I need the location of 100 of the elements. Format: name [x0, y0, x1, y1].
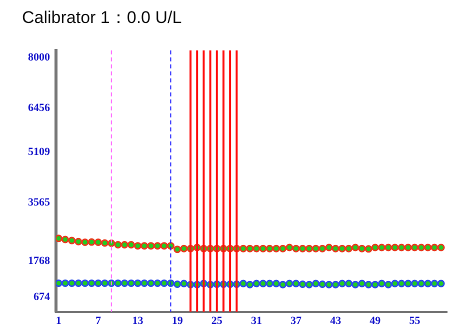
point — [398, 244, 406, 252]
point — [101, 279, 109, 287]
point — [120, 241, 128, 249]
point — [418, 280, 426, 288]
point — [437, 280, 445, 288]
point — [81, 279, 89, 287]
point — [378, 244, 386, 252]
point — [298, 244, 306, 252]
point — [384, 244, 392, 252]
point — [120, 279, 128, 287]
point — [312, 280, 320, 288]
x-tick-label: 1 — [56, 315, 62, 328]
point — [305, 280, 313, 288]
point — [279, 280, 287, 288]
point — [345, 244, 353, 252]
point — [404, 280, 412, 288]
point — [292, 280, 300, 288]
x-tick-label: 7 — [95, 315, 102, 328]
point — [371, 244, 379, 252]
point — [298, 280, 306, 288]
point — [424, 244, 432, 252]
point — [174, 280, 182, 288]
point — [286, 244, 294, 252]
x-tick-label: 31 — [250, 315, 262, 328]
x-tick-label: 43 — [330, 315, 342, 328]
point — [391, 244, 399, 252]
x-tick-label: 49 — [370, 315, 382, 328]
y-tick-label: 674 — [34, 290, 50, 303]
point — [61, 236, 69, 244]
y-tick-label: 6456 — [28, 102, 50, 114]
point — [378, 280, 386, 288]
point — [352, 244, 360, 252]
point — [147, 242, 155, 250]
point — [56, 279, 62, 287]
x-tick-label: 25 — [211, 315, 223, 328]
point — [246, 280, 254, 288]
point — [74, 279, 82, 287]
point — [332, 244, 340, 252]
point — [398, 280, 406, 288]
point — [88, 279, 96, 287]
point — [68, 236, 76, 244]
point — [437, 244, 445, 252]
point — [345, 280, 353, 288]
point — [424, 280, 432, 288]
point — [312, 244, 320, 252]
y-tick-label: 3565 — [28, 196, 50, 208]
point — [180, 280, 188, 288]
point — [160, 242, 168, 250]
point — [81, 238, 89, 246]
point — [266, 244, 274, 252]
point — [430, 244, 438, 252]
point — [259, 280, 267, 288]
point — [358, 280, 366, 288]
point — [286, 280, 294, 288]
point — [68, 279, 76, 287]
point — [160, 279, 168, 287]
point — [180, 244, 188, 252]
point — [252, 280, 260, 288]
point — [338, 244, 346, 252]
point — [61, 279, 69, 287]
y-tick-label: 1768 — [28, 255, 50, 268]
point — [252, 244, 260, 252]
point — [147, 279, 155, 287]
point — [404, 244, 412, 252]
x-tick-label: 13 — [132, 315, 144, 328]
point — [88, 238, 96, 246]
point — [127, 279, 135, 287]
point — [240, 280, 248, 288]
point — [371, 280, 379, 288]
point — [259, 244, 267, 252]
point — [272, 244, 280, 252]
y-tick-label: 5109 — [28, 146, 50, 158]
point — [127, 241, 135, 249]
point — [154, 242, 162, 250]
point — [332, 280, 340, 288]
chart-title: Calibrator 1：0.0 U/L — [22, 8, 182, 27]
point — [114, 279, 122, 287]
point — [325, 280, 333, 288]
point — [305, 244, 313, 252]
point — [140, 279, 148, 287]
point — [364, 280, 372, 288]
y-tick-label: 8000 — [28, 51, 50, 64]
point — [246, 244, 254, 252]
point — [134, 242, 142, 250]
point — [174, 246, 182, 254]
point — [272, 280, 280, 288]
point — [279, 244, 287, 252]
point — [101, 239, 109, 247]
point — [410, 244, 418, 252]
point — [318, 244, 326, 252]
point — [410, 280, 418, 288]
x-tick-label: 19 — [172, 315, 184, 328]
point — [338, 280, 346, 288]
point — [140, 242, 148, 250]
point — [318, 280, 326, 288]
point — [266, 280, 274, 288]
point — [391, 280, 399, 288]
point — [292, 244, 300, 252]
point — [114, 241, 122, 249]
point — [384, 280, 392, 288]
